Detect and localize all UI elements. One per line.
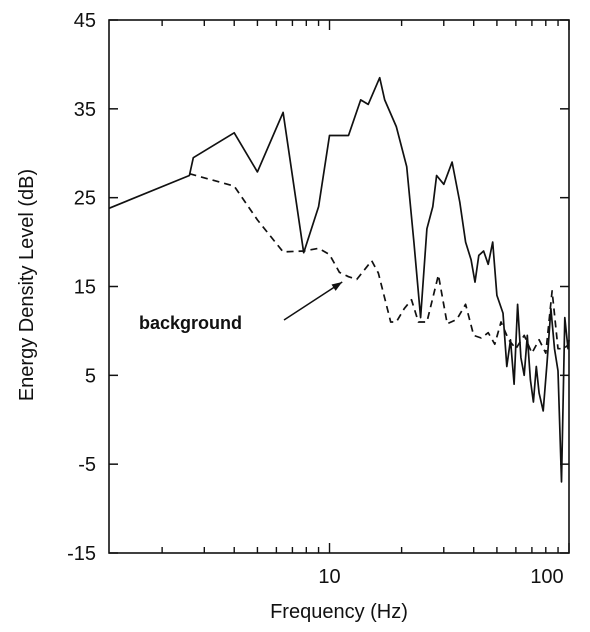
x-axis-label: Frequency (Hz): [270, 601, 408, 623]
annotation-arrow: [283, 281, 343, 321]
y-axis-ticks: 45 35 25 15 5 -5 -15: [67, 10, 569, 565]
y-tick-label: 35: [74, 99, 96, 121]
plot-border: [108, 19, 570, 554]
x-axis-ticks: 10 100: [161, 20, 570, 588]
y-tick-label: -5: [78, 454, 96, 476]
data-series: [108, 76, 570, 483]
y-tick-label: 5: [85, 365, 96, 387]
y-tick-label: 25: [74, 188, 96, 210]
plot-frame: [108, 19, 570, 554]
annotation-arrowhead: [331, 282, 343, 291]
background-series-line: [189, 172, 570, 354]
y-axis-label: Energy Density Level (dB): [16, 169, 38, 401]
annotation-label: background: [139, 313, 242, 333]
annotations: background: [139, 281, 343, 333]
y-tick-label: 15: [74, 277, 96, 299]
x-tick-label: 10: [318, 566, 340, 588]
x-tick-label: 100: [530, 566, 563, 588]
y-tick-label: 45: [74, 10, 96, 32]
signal-series-line: [108, 76, 570, 483]
y-tick-label: -15: [67, 543, 96, 565]
